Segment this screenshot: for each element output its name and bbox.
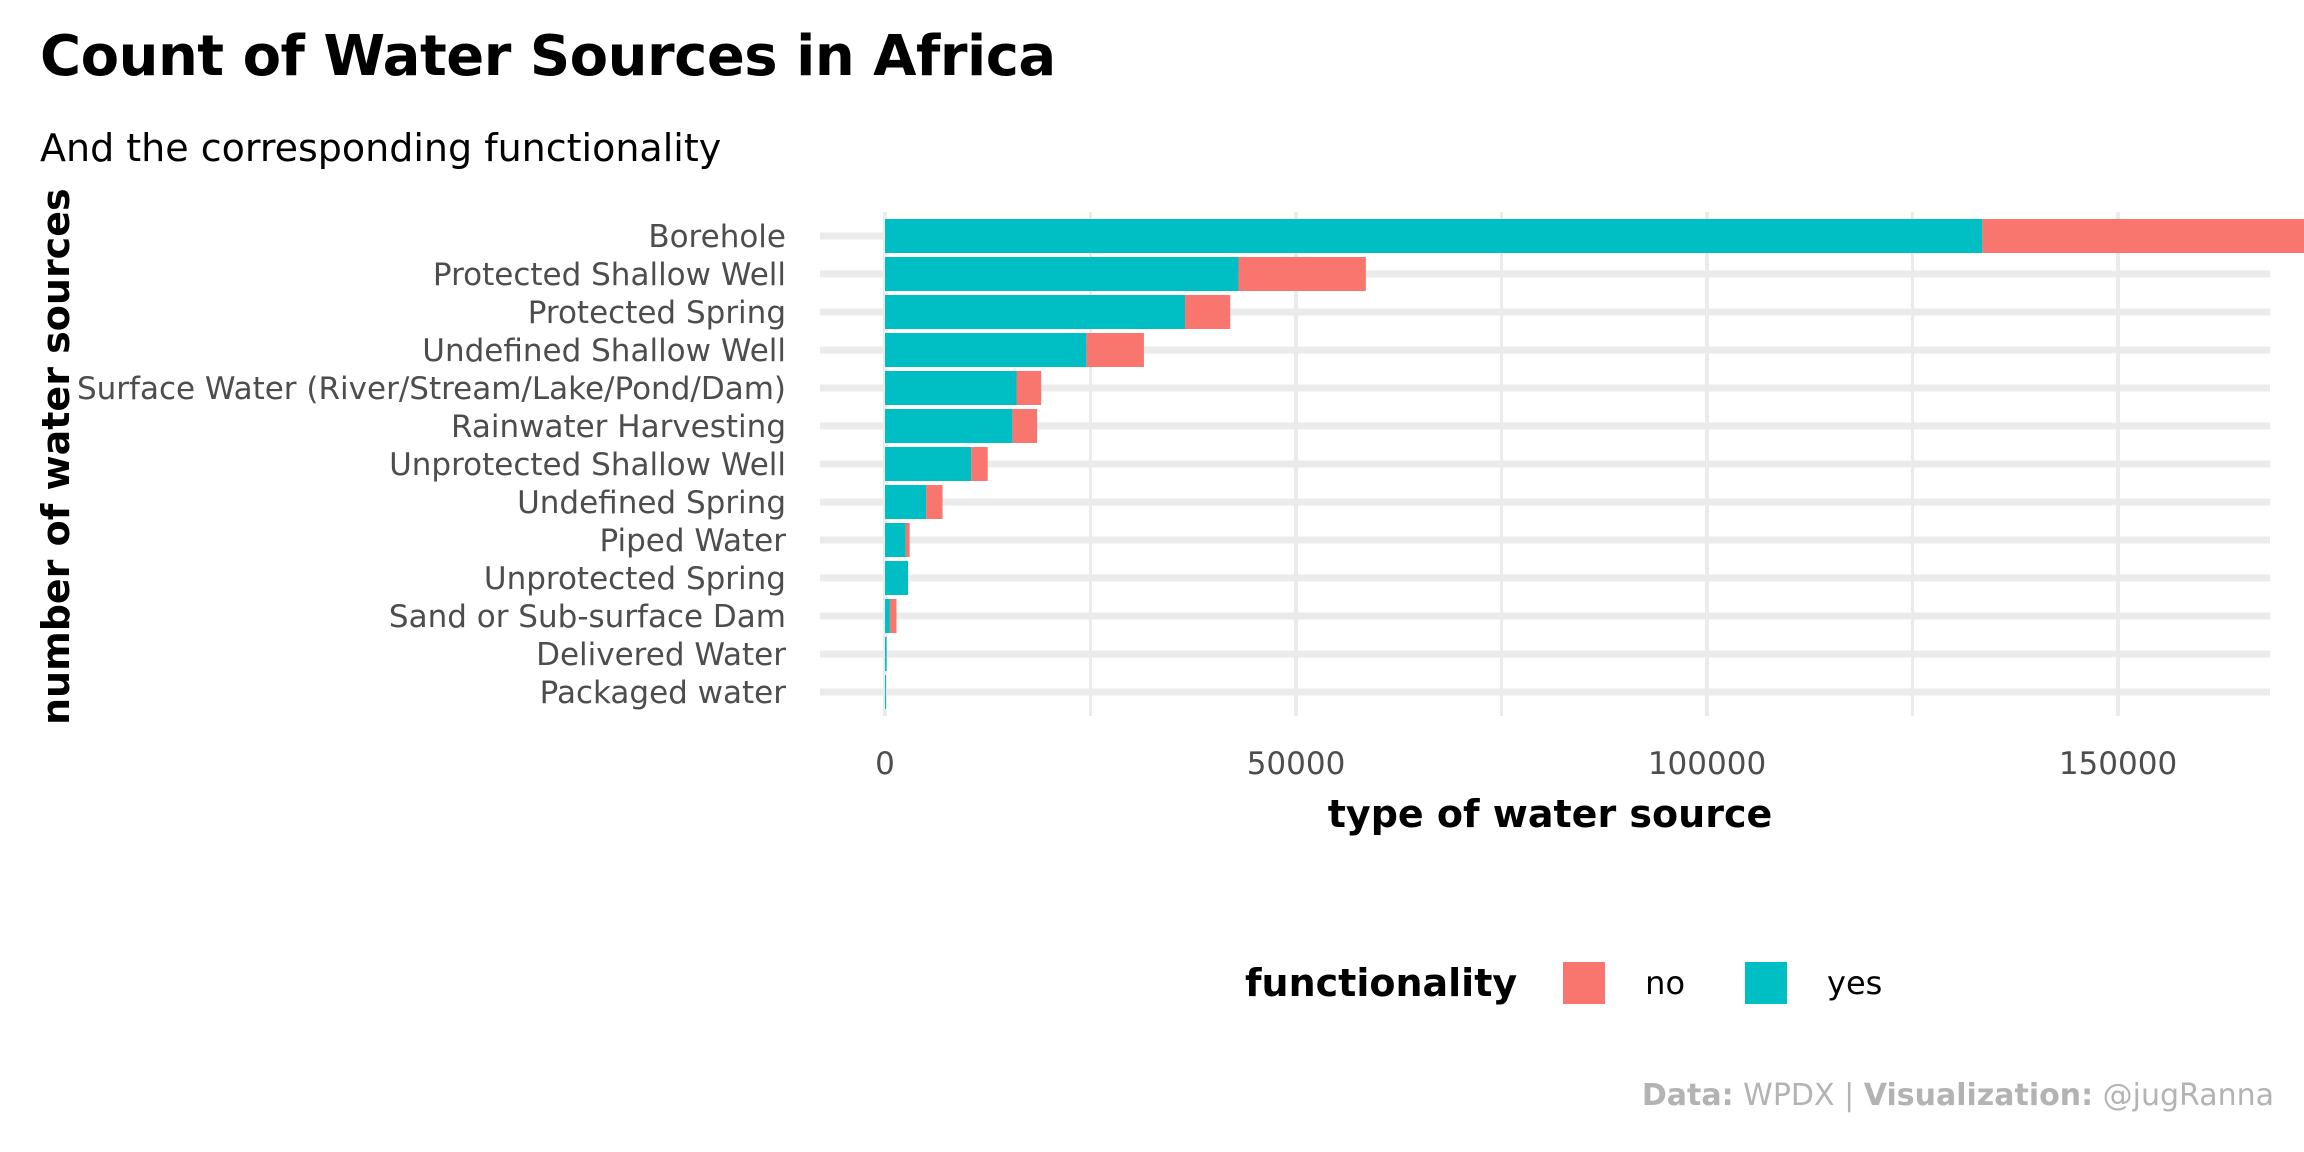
bar-no [971, 447, 988, 481]
legend-title: functionality [1245, 961, 1518, 1005]
y-tick-label: Surface Water (River/Stream/Lake/Pond/Da… [77, 371, 786, 407]
legend-item-yes: yes [1745, 962, 1922, 1004]
y-tick-label: Protected Shallow Well [433, 257, 786, 293]
bar-yes [885, 295, 1186, 329]
x-tick-label: 50000 [1247, 746, 1346, 782]
bar-yes [885, 561, 909, 595]
legend-swatch-yes [1745, 962, 1788, 1004]
caption-data-label: Data: [1641, 1078, 1734, 1113]
chart-subtitle: And the corresponding functionality [40, 126, 722, 170]
y-tick-label: Sand or Sub-surface Dam [389, 599, 786, 635]
legend-label-no: no [1645, 964, 1686, 1002]
bar-no [926, 485, 943, 519]
legend-swatch-no [1563, 962, 1606, 1004]
y-tick-label: Delivered Water [536, 637, 786, 673]
bar-yes [885, 371, 1017, 405]
bar-yes [885, 523, 906, 557]
y-tick-label: Piped Water [599, 523, 786, 559]
caption-viz-value: @jugRanna [2102, 1078, 2274, 1113]
bar-yes [885, 219, 1983, 253]
x-tick-label: 100000 [1648, 746, 1766, 782]
y-tick-label: Packaged water [540, 675, 787, 711]
bar-yes [885, 409, 1013, 443]
legend-item-no: no [1563, 962, 1725, 1004]
bar-yes [885, 333, 1087, 367]
y-tick-label: Protected Spring [528, 295, 786, 331]
bar-no [1982, 219, 2304, 253]
caption-viz-label: Visualization: [1863, 1078, 2094, 1113]
y-tick-label: Undefined Shallow Well [422, 333, 786, 369]
bar-no [1012, 409, 1038, 443]
chart-title: Count of Water Sources in Africa [40, 24, 1056, 89]
bar-yes [885, 599, 890, 633]
caption: Data: WPDX | Visualization: @jugRanna [1642, 1078, 2274, 1113]
bar-no [905, 523, 910, 557]
x-tick-label: 0 [875, 746, 895, 782]
bar-no [1185, 295, 1231, 329]
x-axis-title: type of water source [1327, 792, 1773, 836]
caption-data-value: WPDX [1743, 1078, 1835, 1113]
bar-no [889, 599, 897, 633]
bar-yes [885, 257, 1239, 291]
legend: functionality no yes [1245, 958, 1942, 1008]
bar-yes [885, 485, 927, 519]
bar-yes [885, 447, 972, 481]
y-tick-label: Undefined Spring [517, 485, 786, 521]
y-tick-label: Borehole [648, 219, 786, 255]
legend-label-yes: yes [1827, 964, 1883, 1002]
x-tick-label: 150000 [2059, 746, 2177, 782]
y-tick-label: Unprotected Spring [484, 561, 786, 597]
y-tick-label: Unprotected Shallow Well [389, 447, 786, 483]
caption-separator: | [1844, 1078, 1855, 1113]
bar-no [1016, 371, 1042, 405]
bar-yes [885, 637, 887, 671]
bar-no [1086, 333, 1144, 367]
bar-no [1238, 257, 1366, 291]
y-tick-label: Rainwater Harvesting [451, 409, 786, 445]
bar-yes [885, 675, 886, 709]
